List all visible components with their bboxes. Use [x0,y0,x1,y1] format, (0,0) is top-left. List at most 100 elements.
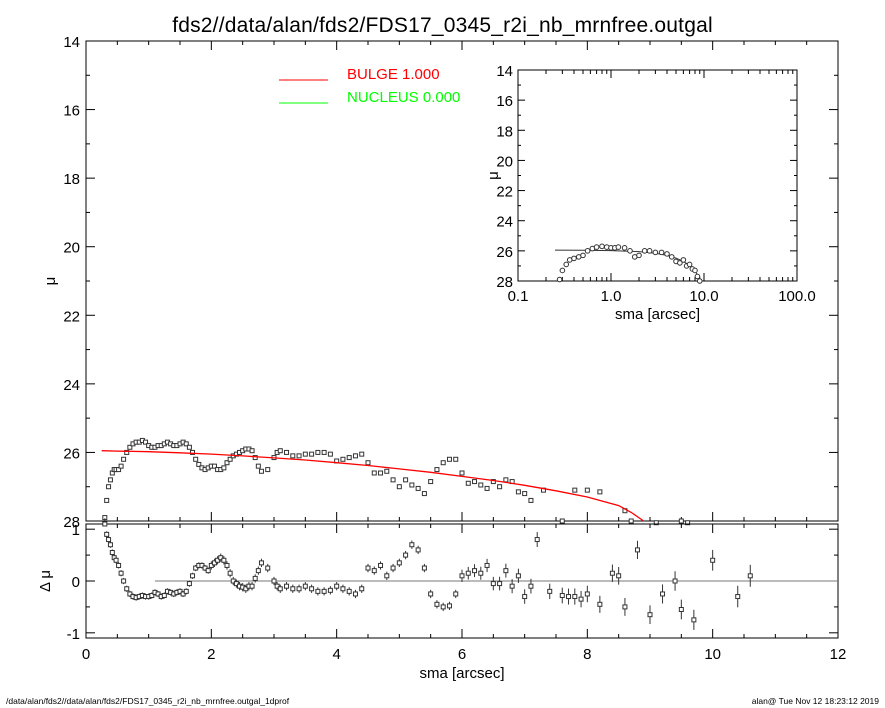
main-data-point [104,497,110,503]
main-data-point [277,448,283,454]
residual-point [409,542,415,548]
main-data-point [453,456,459,462]
main-data-point [396,484,402,490]
main-data-point [421,491,427,497]
main-data-point [478,482,484,488]
main-data-point [321,449,327,455]
inset-xlabel: sma [arcsec] [615,306,700,323]
residual-xtick-label: 2 [207,646,215,663]
inset-data-point [571,255,577,262]
main-data-point [302,451,308,457]
residual-point [503,568,509,574]
residual-point [678,607,684,612]
inset-data-point [646,248,653,254]
main-data-point [116,467,122,473]
residual-point [211,560,217,566]
residual-point [109,550,115,555]
inset-data-point [599,243,605,250]
main-data-point [255,463,261,469]
main-data-point [186,444,192,450]
main-data-point [597,489,603,495]
residual-point [224,562,230,568]
residual-point [465,570,471,576]
main-data-point [249,448,255,454]
main-data-point [221,465,227,471]
inset-data-point [615,244,622,250]
residual-point [509,583,515,589]
residual-point [747,573,753,579]
inset-ylabel: μ [485,171,502,180]
main-data-point [121,456,127,462]
residual-point [177,588,183,594]
inset-data-point [696,278,703,284]
residual-point [559,593,565,599]
inset-data-point [584,248,591,254]
inset-data-point [593,244,600,250]
main-data-point [484,485,490,491]
inset-xtick-label: 1.0 [601,288,622,305]
residual-point [296,586,302,592]
inset-ytick-label: 24 [496,214,513,231]
residual-point [390,565,396,571]
main-data-point [106,484,112,490]
residual-point [315,588,321,594]
inset-data-point [692,267,698,274]
residual-point [346,588,352,594]
main-data-point [459,470,465,476]
residual-point [218,555,224,561]
main-ytick-label: 24 [63,377,80,394]
main-data-point [384,468,390,474]
main-data-point [403,477,409,483]
main-data-point [390,477,396,483]
residual-point [522,594,528,600]
residual-point [113,557,119,563]
main-data-point [196,461,202,467]
footer-stamp: alan@ Tue Nov 12 18:23:12 2019 [751,696,879,706]
residual-point [227,570,233,576]
residual-point [183,588,189,594]
main-data-point [190,449,196,455]
residual-point [193,565,199,571]
main-ytick-label: 26 [63,445,80,462]
legend: BULGE 1.000 NUCLEUS 0.000 [279,66,460,106]
main-data-point [252,455,258,461]
main-ytick-label: 18 [63,171,80,188]
chart-title: fds2//data/alan/fds2/FDS17_0345_r2i_nb_m… [172,14,713,37]
residual-point [274,583,280,589]
main-data-point [584,487,590,493]
main-data-point [522,491,528,497]
main-data-point [653,520,659,526]
inset-data-point [686,261,693,268]
residual-point [104,531,110,537]
inset-data-point [677,260,683,266]
inset-data-point [668,254,675,260]
main-data-point [224,460,230,466]
residual-point [208,562,214,568]
main-data-point [327,451,333,457]
main-data-point [678,518,684,524]
main-data-point [359,451,365,457]
main-data-point [265,467,271,473]
residual-point [309,586,315,592]
main-data-point [428,479,434,485]
main-data-point [503,477,509,483]
residual-point [230,578,236,584]
inset-ytick-label: 18 [496,123,513,140]
inset-data-point [680,257,687,263]
residual-point [321,588,327,594]
main-data-point [415,485,421,491]
main-data-point [127,444,133,450]
residual-point [118,570,124,576]
residual-point [566,594,572,600]
residual-point [107,542,113,548]
legend-label-1: NUCLEUS 0.000 [347,89,460,106]
residual-point [265,565,271,571]
residual-point [149,593,155,599]
residual-point [478,570,484,576]
residual-point [302,583,308,589]
main-data-point [528,497,534,503]
main-data-point [465,480,471,486]
inset-data-point [580,252,586,259]
